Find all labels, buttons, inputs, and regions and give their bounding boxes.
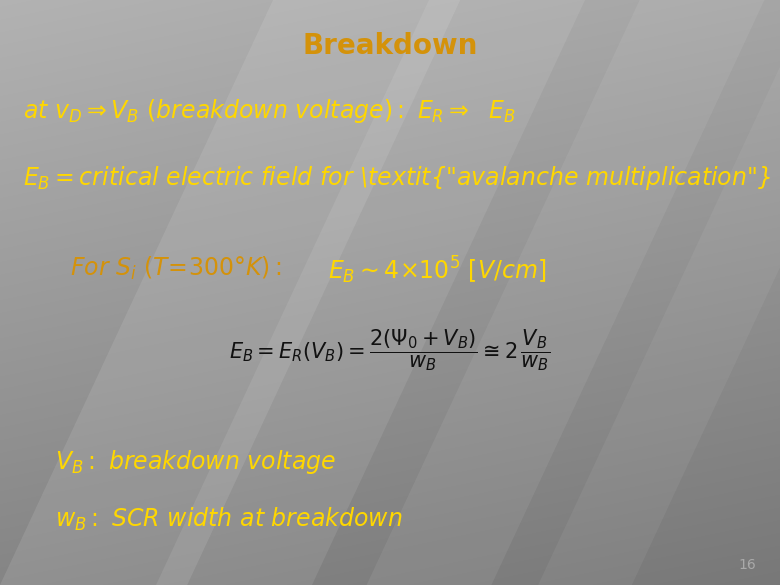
Polygon shape	[156, 0, 585, 585]
Text: $w_B$$\mathit{:\ SCR\ width\ at\ breakdown}$: $w_B$$\mathit{:\ SCR\ width\ at\ breakdo…	[55, 506, 402, 533]
Text: 16: 16	[739, 558, 757, 572]
Text: $E_B\mathit{= critical\ electric\ field\ for\ }$\textit{"avalanche multiplicatio: $E_B\mathit{= critical\ electric\ field\…	[23, 164, 771, 192]
Polygon shape	[367, 0, 764, 585]
Polygon shape	[538, 0, 780, 585]
Text: Breakdown: Breakdown	[303, 32, 477, 60]
Text: $E_B = E_R(V_B)= \dfrac{2(\Psi_0 + V_B)}{w_B} \cong 2\,\dfrac{V_B}{w_B}$: $E_B = E_R(V_B)= \dfrac{2(\Psi_0 + V_B)}…	[229, 328, 551, 373]
Text: $\mathit{For\ S_i\ (T\!=\!300°K):}$: $\mathit{For\ S_i\ (T\!=\!300°K):}$	[70, 254, 282, 281]
Text: $E_B \sim 4{\times}10^5\ \mathit{[V/cm]}$: $E_B \sim 4{\times}10^5\ \mathit{[V/cm]}…	[328, 254, 546, 286]
Text: $\mathit{at}\ v_D \Rightarrow V_B\ \mathit{(breakdown\ voltage):}\ E_R \Rightarr: $\mathit{at}\ v_D \Rightarrow V_B\ \math…	[23, 97, 516, 125]
Polygon shape	[0, 0, 460, 585]
Text: $V_B$$\mathit{:\ breakdown\ voltage}$: $V_B$$\mathit{:\ breakdown\ voltage}$	[55, 448, 335, 476]
